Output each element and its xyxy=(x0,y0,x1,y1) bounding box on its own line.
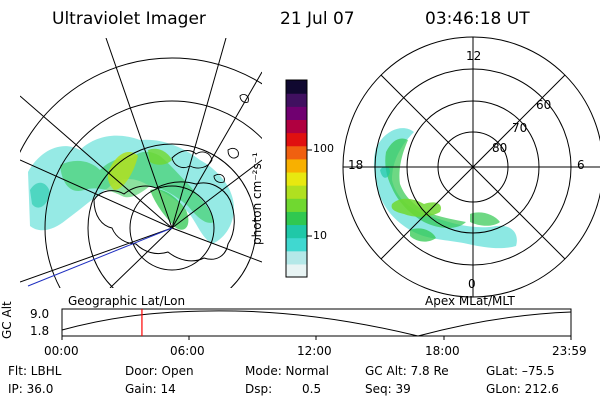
app-title: Ultraviolet Imager xyxy=(52,9,206,29)
observation-date: 21 Jul 07 xyxy=(280,9,355,29)
timeline-ylabel: GC Alt xyxy=(0,301,14,339)
timeline-plot xyxy=(61,308,572,340)
colorbar-segment xyxy=(286,145,307,160)
lat-label-60: 60 xyxy=(536,98,552,112)
geographic-caption: Geographic Lat/Lon xyxy=(68,294,186,308)
colorbar-tick-label: 100 xyxy=(313,142,334,155)
colorbar-segment xyxy=(286,80,307,94)
colorbar-frame xyxy=(285,79,308,278)
latitude-grid xyxy=(20,57,262,288)
lat-label-70: 70 xyxy=(512,121,528,135)
colorbar-segment xyxy=(286,198,307,212)
timeline-ytick: 9.0 xyxy=(30,307,50,321)
mlt-diagonal-line xyxy=(380,74,566,260)
observation-time: 03:46:18 UT xyxy=(425,9,530,29)
lat-label-80: 80 xyxy=(492,141,508,155)
timeline-xtick: 23:59 xyxy=(552,344,587,358)
status-dsp-label: Dsp: xyxy=(245,382,273,396)
status-seq: Seq: 39 xyxy=(365,382,411,396)
status-glon: GLon: 212.6 xyxy=(486,382,559,396)
status-gc-alt: GC Alt: 7.8 Re xyxy=(365,364,449,378)
colorbar-segment xyxy=(286,106,307,120)
aurora-emission-magnetic xyxy=(373,128,517,249)
status-door: Door: Open xyxy=(125,364,194,378)
sun-direction-line xyxy=(27,227,173,287)
colorbar-segment xyxy=(286,132,307,147)
timeline-frame xyxy=(61,308,572,337)
status-flt: Flt: LBHL xyxy=(8,364,62,378)
colorbar-segment xyxy=(286,185,307,199)
timeline-xtick: 12:00 xyxy=(297,344,332,358)
colorbar-segment xyxy=(286,263,307,278)
coastline xyxy=(93,181,235,262)
magnetic-caption: Apex MLat/MLT xyxy=(425,294,515,308)
timeline-xtick: 06:00 xyxy=(170,344,205,358)
mlt-label-0: 0 xyxy=(468,277,476,291)
timeline-xtick: 00:00 xyxy=(44,344,79,358)
status-mode: Mode: Normal xyxy=(245,364,329,378)
mlt-label-6: 6 xyxy=(577,158,585,172)
timeline-ticks xyxy=(61,336,572,340)
geographic-map xyxy=(20,38,262,288)
colorbar xyxy=(286,80,307,278)
colorbar-segment xyxy=(286,171,307,186)
colorbar-segment xyxy=(286,237,307,252)
longitude-grid xyxy=(20,38,262,288)
colorbar-tick-label: 10 xyxy=(313,229,327,242)
gc-altitude-curve xyxy=(61,310,572,337)
magnetic-polar-plot xyxy=(342,36,600,298)
timeline-xtick: 18:00 xyxy=(425,344,460,358)
colorbar-segment xyxy=(286,211,307,226)
colorbar-segment xyxy=(286,93,307,107)
colorbar-segment xyxy=(286,250,307,265)
mlt-label-12: 12 xyxy=(466,49,482,63)
status-gain: Gain: 14 xyxy=(125,382,176,396)
colorbar-segment xyxy=(286,119,307,134)
colorbar-segment xyxy=(286,224,307,239)
colorbar-unit-label: photon cm⁻²s⁻¹ xyxy=(250,152,264,245)
status-ip: IP: 36.0 xyxy=(8,382,54,396)
timeline-ytick: 1.8 xyxy=(30,324,50,338)
mlt-label-18: 18 xyxy=(348,158,364,172)
colorbar-segment xyxy=(286,158,307,173)
status-glat: GLat: –75.5 xyxy=(486,364,555,378)
status-dsp-value: 0.5 xyxy=(302,382,322,396)
